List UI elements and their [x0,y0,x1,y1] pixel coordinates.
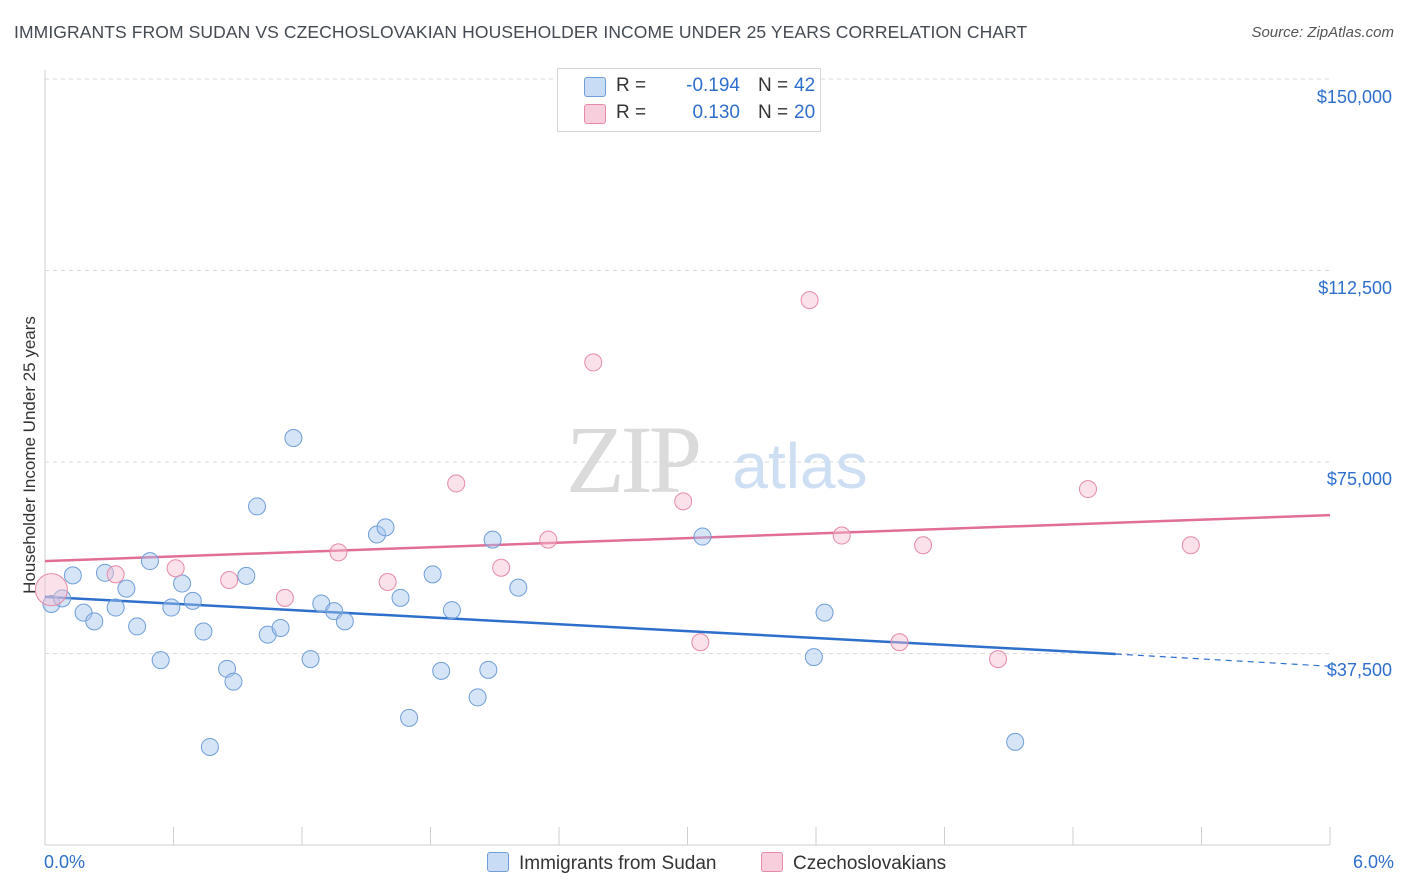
point-sudan [423,565,442,584]
point-sudan [248,497,267,516]
point-sudan [693,527,712,546]
bottom-legend-sudan: Immigrants from Sudan [487,852,716,875]
point-czech [691,633,710,652]
point-sudan [173,574,192,593]
point-sudan [400,708,419,727]
point-sudan [432,661,451,680]
point-sudan [237,566,256,585]
point-czech [989,650,1008,669]
point-sudan [335,612,354,631]
point-sudan [509,578,528,597]
point-czech [832,526,851,545]
bottom-legend-czech: Czechoslovakians [761,852,946,875]
legend-n-label: N = [758,102,789,123]
point-sudan [224,672,243,691]
point-sudan [483,530,502,549]
point-sudan [42,594,61,613]
point-czech [914,536,933,555]
point-czech [800,291,819,310]
trend-line-czech [44,513,1331,563]
point-czech [1078,480,1097,499]
chart-title: IMMIGRANTS FROM SUDAN VS CZECHOSLOVAKIAN… [14,22,1028,42]
data-points [34,291,1200,756]
watermark-atlas: atlas [732,430,867,502]
trend-line-sudan [44,595,1116,656]
point-sudan [271,618,290,637]
y-tick-75000: $75,000 [1326,469,1392,489]
point-czech [166,559,185,578]
gridlines [45,78,1330,654]
point-czech [106,565,125,584]
trend-line-sudan-extension [1115,653,1331,667]
point-sudan [183,591,202,610]
watermark: ZIP atlas [566,406,868,513]
point-czech [329,543,348,562]
legend-swatch-czech [584,104,606,124]
point-sudan [194,622,213,641]
point-czech [378,573,397,592]
point-czech [34,573,68,607]
point-sudan [804,648,823,667]
point-sudan [85,612,104,631]
point-czech [890,633,909,652]
point-czech [447,474,466,493]
point-sudan [391,588,410,607]
point-czech [674,492,693,511]
y-tick-37500: $37,500 [1326,660,1392,680]
point-sudan [200,737,219,756]
legend-n-value-czech: 20 [794,102,816,123]
legend-n-value-sudan: 42 [794,75,816,96]
y-tick-112500: $112,500 [1318,278,1392,298]
bottom-legend-swatch-sudan [487,852,509,872]
legend-r-label: R = [616,102,647,123]
legend-r-value-czech: 0.130 [692,102,740,123]
point-sudan [140,552,159,571]
legend-r-value-sudan: -0.194 [686,75,740,96]
point-sudan [151,651,170,670]
trend-lines [44,513,1331,667]
point-sudan [117,579,136,598]
point-sudan [284,428,303,447]
bottom-legend-label-sudan: Immigrants from Sudan [519,853,717,874]
bottom-legend-swatch-czech [761,852,783,872]
legend-r-label: R = [616,75,647,96]
point-czech [539,530,558,549]
point-sudan [301,650,320,669]
point-sudan [1006,732,1025,751]
point-sudan [442,601,461,620]
point-czech [492,558,511,577]
bottom-legend-label-czech: Czechoslovakians [793,853,947,874]
point-czech [220,570,239,589]
watermark-zip: ZIP [566,406,699,513]
point-sudan [106,598,125,617]
y-tick-150000: $150,000 [1316,87,1392,107]
x-tick-right: 6.0% [1352,852,1394,872]
point-sudan [376,518,395,537]
legend-swatch-sudan [584,77,606,97]
correlation-legend: R = -0.194 N = 42 R = 0.130 N = 20 [557,68,821,132]
point-sudan [63,566,82,585]
point-sudan [815,603,834,622]
point-czech [1181,536,1200,555]
point-sudan [479,660,498,679]
point-sudan [162,598,181,617]
point-sudan [468,688,487,707]
source-label: Source: ZipAtlas.com [1251,24,1394,41]
legend-n-label: N = [758,75,789,96]
point-czech [275,588,294,607]
point-czech [584,353,603,372]
axes [44,70,1331,846]
point-sudan [128,617,147,636]
x-tick-left: 0.0% [44,852,86,872]
